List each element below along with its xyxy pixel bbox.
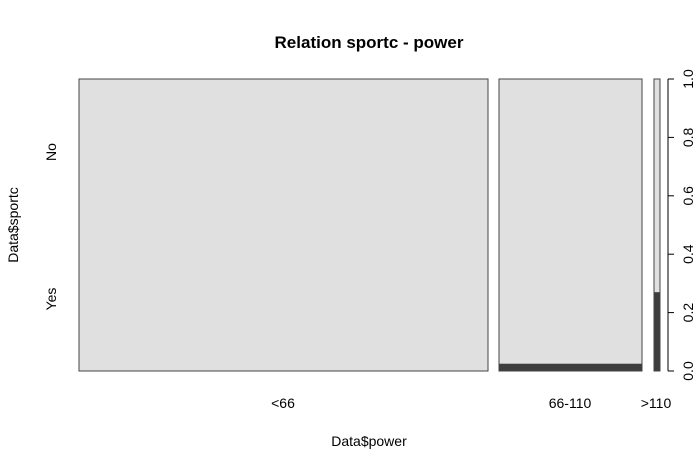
y-axis-label: Data$sportc (5, 187, 21, 262)
right-axis-tick-label-4: 0.8 (680, 127, 696, 147)
chart-title: Relation sportc - power (275, 33, 464, 52)
bar-no-2 (654, 79, 660, 293)
bar-no-1 (499, 79, 642, 364)
y-level-label-no: No (43, 143, 59, 161)
bar-yes-2 (654, 292, 660, 371)
x-tick-label-0: <66 (271, 395, 295, 411)
x-tick-label-2: >110 (641, 395, 672, 411)
bar-border-2 (653, 78, 661, 372)
right-axis-tick-label-2: 0.4 (680, 244, 696, 264)
bar-yes-1 (499, 363, 642, 371)
bar-no-0 (79, 79, 488, 371)
x-axis-label: Data$power (331, 433, 407, 449)
right-axis-tick-label-1: 0.2 (680, 303, 696, 323)
x-tick-label-1: 66-110 (549, 395, 592, 411)
y-level-label-yes: Yes (43, 288, 59, 311)
right-axis-tick-label-0: 0.0 (680, 361, 696, 381)
right-y-axis: 0.0 0.2 0.4 0.6 0.8 1.0 (667, 69, 696, 381)
bar-border-0 (78, 78, 489, 372)
right-axis-tick-label-5: 1.0 (680, 69, 696, 89)
bars-group (78, 78, 661, 372)
bar-border-1 (498, 78, 643, 372)
right-axis-tick-label-3: 0.6 (680, 186, 696, 206)
